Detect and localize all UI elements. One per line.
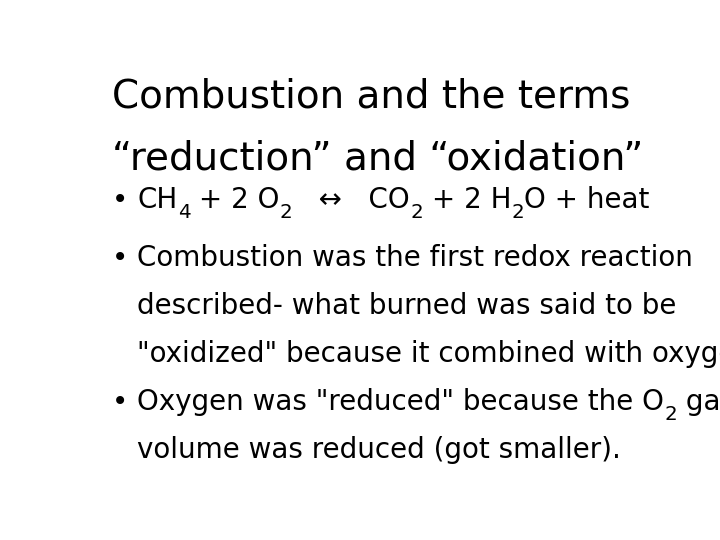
Text: “reduction” and “oxidation”: “reduction” and “oxidation”	[112, 140, 644, 178]
Text: •: •	[112, 388, 129, 416]
Text: + 2 H: + 2 H	[423, 186, 511, 214]
Text: 2: 2	[665, 405, 677, 424]
Text: "oxidized" because it combined with oxygen: "oxidized" because it combined with oxyg…	[138, 340, 720, 368]
Text: O + heat: O + heat	[524, 186, 649, 214]
Text: Combustion was the first redox reaction: Combustion was the first redox reaction	[138, 245, 693, 273]
Text: Oxygen was "reduced" because the O: Oxygen was "reduced" because the O	[138, 388, 665, 416]
Text: 4: 4	[178, 203, 190, 222]
Text: 2: 2	[511, 203, 524, 222]
Text: + 2 O: + 2 O	[190, 186, 279, 214]
Text: described- what burned was said to be: described- what burned was said to be	[138, 292, 677, 320]
Text: Combustion and the terms: Combustion and the terms	[112, 77, 631, 115]
Text: gas: gas	[677, 388, 720, 416]
Text: CH: CH	[138, 186, 178, 214]
Text: •: •	[112, 245, 129, 273]
Text: ↔   CO: ↔ CO	[292, 186, 410, 214]
Text: 2: 2	[279, 203, 292, 222]
Text: 2: 2	[410, 203, 423, 222]
Text: volume was reduced (got smaller).: volume was reduced (got smaller).	[138, 436, 621, 464]
Text: •: •	[112, 186, 129, 214]
